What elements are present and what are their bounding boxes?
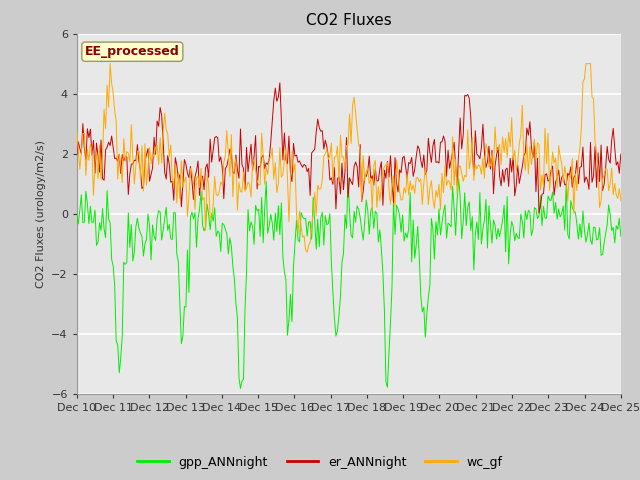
Y-axis label: CO2 Fluxes (urology/m2/s): CO2 Fluxes (urology/m2/s) [36, 140, 45, 288]
Title: CO2 Fluxes: CO2 Fluxes [306, 13, 392, 28]
Legend: gpp_ANNnight, er_ANNnight, wc_gf: gpp_ANNnight, er_ANNnight, wc_gf [132, 451, 508, 474]
Text: EE_processed: EE_processed [85, 45, 180, 58]
